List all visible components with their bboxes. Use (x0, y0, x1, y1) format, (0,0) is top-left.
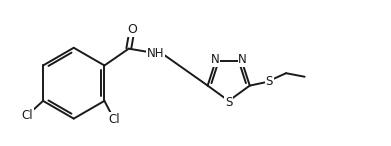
Text: Cl: Cl (108, 113, 120, 126)
Text: S: S (225, 96, 232, 109)
Text: N: N (210, 53, 219, 66)
Text: NH: NH (147, 47, 164, 60)
Text: O: O (127, 23, 137, 36)
Text: S: S (265, 75, 273, 88)
Text: Cl: Cl (22, 109, 33, 122)
Text: N: N (238, 53, 247, 66)
